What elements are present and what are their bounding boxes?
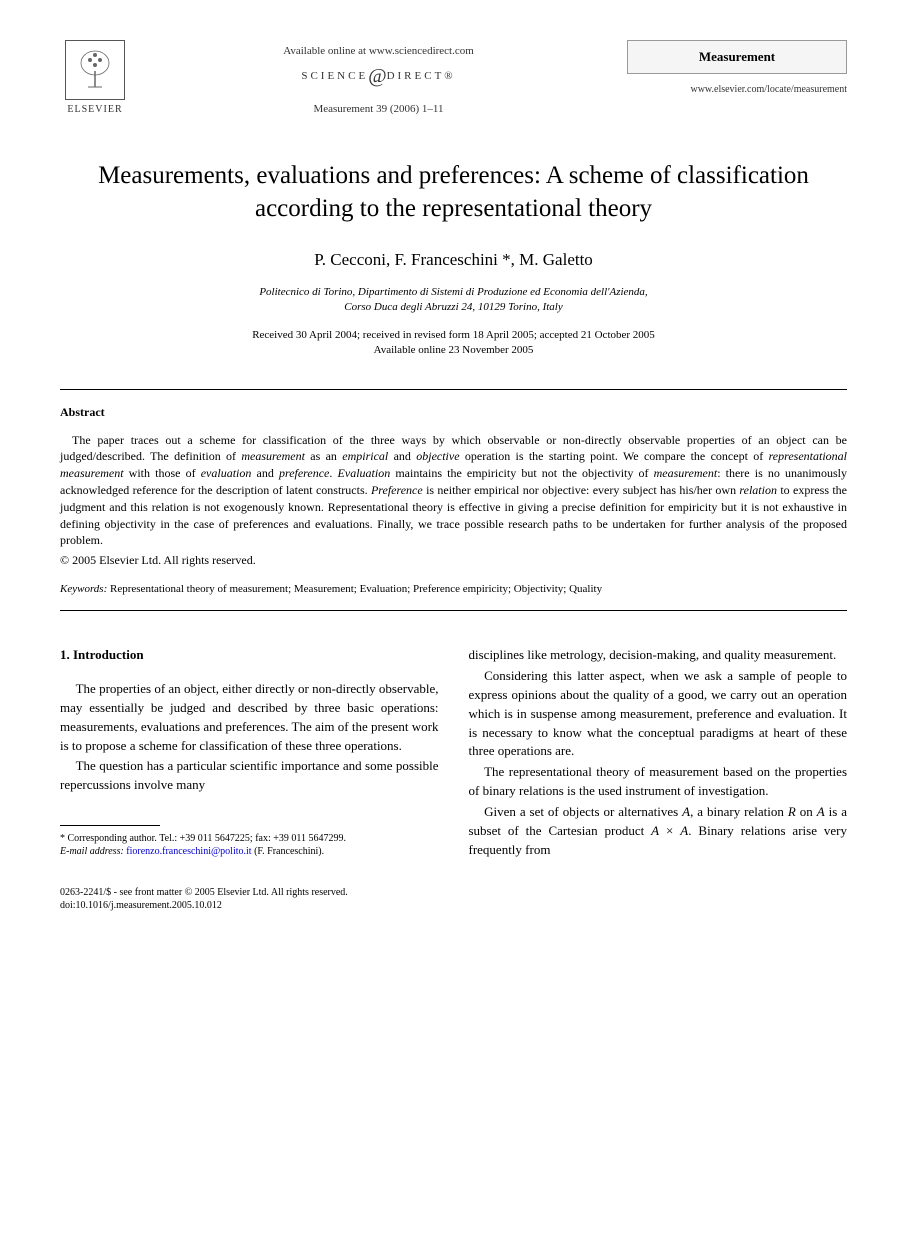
footer-line: 0263-2241/$ - see front matter © 2005 El… <box>60 886 847 899</box>
science-direct-logo: SCIENCE@DIRECT® <box>130 65 627 88</box>
article-dates: Received 30 April 2004; received in revi… <box>60 328 847 359</box>
footnote-corresponding: * Corresponding author. Tel.: +39 011 56… <box>60 832 439 845</box>
paragraph: Considering this latter aspect, when we … <box>469 667 848 761</box>
affiliation-line: Corso Duca degli Abruzzi 24, 10129 Torin… <box>60 300 847 315</box>
footnote-separator <box>60 825 160 826</box>
paragraph: The question has a particular scientific… <box>60 757 439 795</box>
divider <box>60 610 847 611</box>
divider <box>60 389 847 390</box>
keywords: Keywords: Representational theory of mea… <box>60 583 847 595</box>
footnote-email: E-mail address: fiorenzo.franceschini@po… <box>60 845 439 858</box>
keywords-text: Representational theory of measurement; … <box>110 583 602 595</box>
journal-url: www.elsevier.com/locate/measurement <box>627 84 847 95</box>
email-label: E-mail address: <box>60 846 124 857</box>
right-column: disciplines like metrology, decision-mak… <box>469 646 848 861</box>
right-header: Measurement www.elsevier.com/locate/meas… <box>627 40 847 95</box>
dates-line: Available online 23 November 2005 <box>60 343 847 358</box>
body-columns: 1. Introduction The properties of an obj… <box>60 646 847 861</box>
paragraph: The representational theory of measureme… <box>469 763 848 801</box>
page-footer: 0263-2241/$ - see front matter © 2005 El… <box>60 886 847 912</box>
paragraph: disciplines like metrology, decision-mak… <box>469 646 848 665</box>
center-header: Available online at www.sciencedirect.co… <box>130 40 627 115</box>
section-heading: 1. Introduction <box>60 646 439 665</box>
paragraph: Given a set of objects or alternatives A… <box>469 803 848 860</box>
footer-line: doi:10.1016/j.measurement.2005.10.012 <box>60 899 847 912</box>
journal-name-box: Measurement <box>627 40 847 74</box>
dates-line: Received 30 April 2004; received in revi… <box>60 328 847 343</box>
available-online-text: Available online at www.sciencedirect.co… <box>130 45 627 57</box>
authors: P. Cecconi, F. Franceschini *, M. Galett… <box>60 250 847 270</box>
page-header: ELSEVIER Available online at www.science… <box>60 40 847 120</box>
affiliation-line: Politecnico di Torino, Dipartimento di S… <box>60 285 847 300</box>
abstract-copyright: © 2005 Elsevier Ltd. All rights reserved… <box>60 553 847 568</box>
journal-reference: Measurement 39 (2006) 1–11 <box>130 103 627 115</box>
abstract-text: The paper traces out a scheme for classi… <box>60 432 847 550</box>
keywords-label: Keywords: <box>60 583 107 595</box>
publisher-name: ELSEVIER <box>67 104 122 115</box>
email-link[interactable]: fiorenzo.franceschini@polito.it <box>126 846 251 857</box>
affiliation: Politecnico di Torino, Dipartimento di S… <box>60 285 847 316</box>
left-column: 1. Introduction The properties of an obj… <box>60 646 439 861</box>
publisher-logo: ELSEVIER <box>60 40 130 120</box>
email-suffix: (F. Franceschini). <box>254 846 324 857</box>
paragraph: The properties of an object, either dire… <box>60 680 439 755</box>
elsevier-tree-icon <box>65 40 125 100</box>
abstract-heading: Abstract <box>60 405 847 420</box>
article-title: Measurements, evaluations and preference… <box>80 160 827 225</box>
